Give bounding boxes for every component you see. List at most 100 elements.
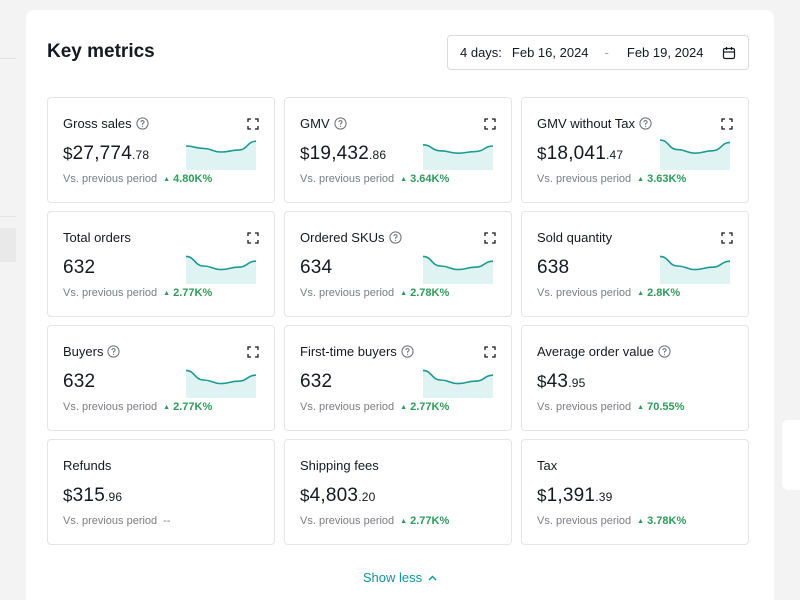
comparison-label: Vs. previous period: [537, 515, 632, 527]
expand-icon[interactable]: [721, 232, 733, 244]
metric-comparison: Vs. previous period ▲ 2.77K%: [300, 401, 449, 413]
metric-change: ▲ 2.77K%: [400, 401, 449, 413]
metric-value: $27,774.78: [63, 143, 149, 165]
metric-comparison: Vs. previous period --: [63, 515, 171, 527]
help-icon[interactable]: [136, 117, 149, 130]
date-range-picker[interactable]: 4 days: Feb 16, 2024 - Feb 19, 2024: [447, 35, 749, 70]
sidebar-active-item[interactable]: [0, 228, 16, 262]
metric-name: Gross sales: [63, 116, 132, 131]
metric-currency: $: [537, 372, 547, 391]
metric-value-decimal: .47: [605, 148, 624, 162]
help-icon[interactable]: [639, 117, 652, 130]
metric-comparison: Vs. previous period ▲ 2.8K%: [537, 287, 680, 299]
help-icon[interactable]: [334, 117, 347, 130]
metric-value-integer: 638: [537, 257, 570, 278]
metric-value-integer: 19,432: [309, 143, 369, 164]
metric-change: ▲ 2.78K%: [400, 287, 449, 299]
expand-icon[interactable]: [247, 118, 259, 130]
metric-card[interactable]: Shipping fees $4,803.20 Vs. previous perio…: [284, 439, 512, 545]
metric-card[interactable]: Total orders 632 Vs. previous period ▲ 2.77K…: [47, 211, 275, 317]
help-icon[interactable]: [388, 231, 402, 244]
metric-sparkline: [660, 255, 730, 284]
metric-sparkline: [186, 140, 256, 170]
metric-card[interactable]: First-time buyers 632 Vs. previous period ▲…: [284, 325, 512, 431]
metric-name: GMV without Tax: [537, 116, 636, 131]
expand-icon[interactable]: [247, 232, 259, 244]
metric-card[interactable]: Buyers 632 Vs. previous period ▲ 2.77K%: [47, 325, 275, 431]
comparison-label: Vs. previous period: [300, 515, 395, 527]
metric-name: Shipping fees: [300, 458, 379, 473]
sparkline-line: [660, 255, 730, 271]
metric-sparkline: [186, 369, 256, 398]
metric-card[interactable]: GMV $19,432.86 Vs. previous period ▲ 3.64K%: [284, 97, 512, 203]
expand-icon[interactable]: [484, 346, 496, 358]
metric-value-integer: 632: [300, 371, 333, 392]
metric-sparkline: [423, 369, 493, 398]
expand-icon[interactable]: [484, 118, 496, 130]
metric-name: Average order value: [537, 344, 654, 359]
expand-icon[interactable]: [721, 118, 733, 130]
metric-name-row: Buyers: [63, 344, 121, 359]
metric-card[interactable]: Sold quantity 638 Vs. previous period ▲ 2.8K…: [521, 211, 749, 317]
metric-name-row: Ordered SKUs: [300, 230, 402, 245]
metric-value: 634: [300, 257, 332, 279]
metric-name: Sold quantity: [537, 230, 613, 245]
metric-comparison: Vs. previous period ▲ 3.63K%: [537, 173, 686, 185]
metric-change-value: 2.77K%: [410, 401, 450, 413]
metric-change-empty: --: [163, 515, 171, 527]
metric-change: ▲ 3.78K%: [637, 515, 686, 527]
comparison-label: Vs. previous period: [63, 401, 158, 413]
metric-change: ▲ 4.80K%: [163, 173, 212, 185]
metric-change-value: 2.78K%: [410, 287, 450, 299]
up-arrow-icon: ▲: [163, 175, 171, 183]
up-arrow-icon: ▲: [637, 403, 645, 411]
up-arrow-icon: ▲: [637, 289, 645, 297]
metric-card[interactable]: GMV without Tax $18,041.47 Vs. previous pe…: [521, 97, 749, 203]
metric-card[interactable]: Tax $1,391.39 Vs. previous period ▲ 3.78K%: [521, 439, 749, 545]
left-sidebar-edge: [0, 0, 16, 600]
metric-sparkline: [660, 139, 730, 170]
metric-name-row: Average order value: [537, 344, 671, 359]
show-less-button[interactable]: Show less: [26, 570, 774, 585]
metric-value: 638: [537, 257, 569, 279]
metric-card[interactable]: Refunds $315.96 Vs. previous period --: [47, 439, 275, 545]
metric-value-integer: 4,803: [309, 485, 359, 506]
date-range-end[interactable]: Feb 19, 2024: [626, 45, 704, 60]
comparison-label: Vs. previous period: [300, 287, 395, 299]
show-less-label: Show less: [362, 570, 423, 585]
expand-icon[interactable]: [247, 346, 259, 358]
metric-currency: $: [63, 486, 73, 505]
metric-change: ▲ 70.55%: [637, 401, 684, 413]
key-metrics-panel: Key metrics 4 days: Feb 16, 2024 - Feb 1…: [26, 10, 774, 600]
calendar-icon[interactable]: [722, 46, 736, 60]
date-range-start[interactable]: Feb 16, 2024: [511, 45, 589, 60]
metric-name: Total orders: [63, 230, 131, 245]
comparison-label: Vs. previous period: [537, 173, 632, 185]
metric-value-integer: 632: [63, 257, 96, 278]
metric-card[interactable]: Ordered SKUs 634 Vs. previous period ▲ 2.78K…: [284, 211, 512, 317]
expand-icon[interactable]: [484, 232, 496, 244]
metric-name-row: First-time buyers: [300, 344, 414, 359]
sparkline-area: [186, 141, 256, 170]
metric-value-decimal: .39: [595, 490, 613, 504]
metric-value-integer: 1,391: [546, 485, 596, 506]
metric-change: ▲ 2.77K%: [163, 401, 212, 413]
metric-comparison: Vs. previous period ▲ 3.64K%: [300, 173, 449, 185]
metric-value-integer: 632: [63, 371, 96, 392]
help-icon[interactable]: [107, 345, 121, 358]
help-icon[interactable]: [401, 345, 414, 358]
metric-card[interactable]: Average order value $43.95 Vs. previous pe…: [521, 325, 749, 431]
metric-comparison: Vs. previous period ▲ 2.77K%: [300, 515, 449, 527]
metrics-grid: Gross sales $27,774.78 Vs. previous period…: [47, 97, 750, 545]
metric-value: $4,803.20: [300, 485, 376, 507]
metric-value: $1,391.39: [537, 485, 613, 507]
metric-value: 632: [63, 257, 95, 279]
sparkline-line: [186, 369, 256, 385]
metric-change: ▲ 3.64K%: [400, 173, 449, 185]
metric-currency: $: [537, 486, 547, 505]
metric-name-row: GMV: [300, 116, 347, 131]
metric-card[interactable]: Gross sales $27,774.78 Vs. previous period…: [47, 97, 275, 203]
metric-name-row: Gross sales: [63, 116, 149, 131]
metric-name: GMV: [300, 116, 330, 131]
help-icon[interactable]: [658, 345, 671, 358]
